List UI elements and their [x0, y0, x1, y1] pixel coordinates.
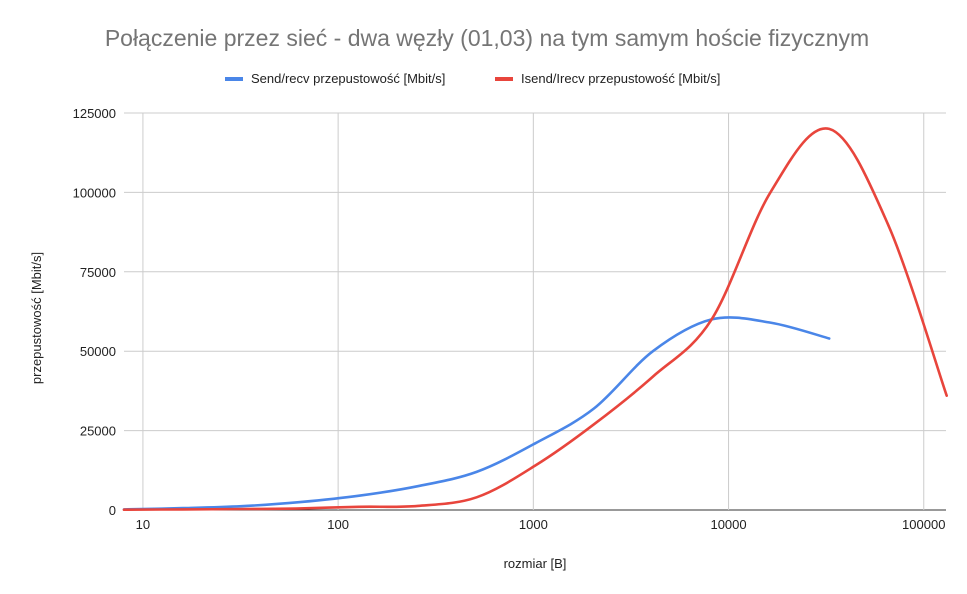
- x-axis-label: rozmiar [B]: [504, 556, 567, 571]
- grid-lines: [124, 112, 946, 511]
- y-axis-ticks: 0 25000 50000 75000 100000 125000: [73, 106, 116, 518]
- x-axis-ticks: 10 100 1000 10000 100000: [136, 517, 946, 532]
- series-line-isend-irecv: [122, 127, 948, 511]
- legend-label-isend-irecv: Isend/Irecv przepustowość [Mbit/s]: [521, 71, 720, 86]
- x-tick-label: 100: [327, 517, 349, 532]
- legend-swatch-send-recv: [225, 77, 243, 81]
- series-line-send-recv: [122, 316, 831, 511]
- x-tick-label: 1000: [519, 517, 548, 532]
- y-tick-label: 75000: [80, 265, 116, 280]
- y-tick-label: 0: [109, 503, 116, 518]
- y-tick-label: 25000: [80, 424, 116, 439]
- legend: Send/recv przepustowość [Mbit/s] Isend/I…: [225, 71, 720, 86]
- x-tick-label: 10000: [710, 517, 746, 532]
- x-tick-label: 100000: [902, 517, 945, 532]
- y-axis-label: przepustowość [Mbit/s]: [29, 252, 44, 384]
- y-tick-label: 100000: [73, 185, 116, 200]
- chart-title: Połączenie przez sieć - dwa węzły (01,03…: [105, 25, 869, 51]
- y-tick-label: 50000: [80, 344, 116, 359]
- x-tick-label: 10: [136, 517, 150, 532]
- series-lines: [122, 127, 948, 511]
- legend-swatch-isend-irecv: [495, 77, 513, 81]
- legend-label-send-recv: Send/recv przepustowość [Mbit/s]: [251, 71, 445, 86]
- y-tick-label: 125000: [73, 106, 116, 121]
